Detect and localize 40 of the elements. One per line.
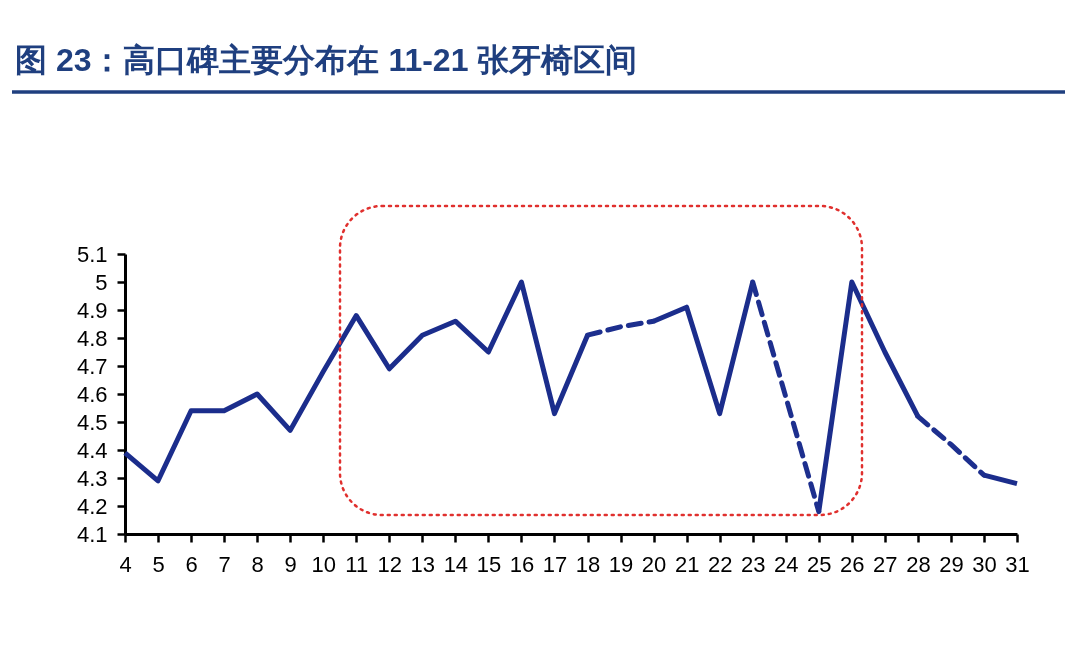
y-tick-label: 4.1 [76,521,108,547]
x-tick-label: 25 [807,551,832,577]
y-tick-label: 4.8 [76,325,108,351]
x-tick-label: 24 [774,551,799,577]
y-tick-label: 4.5 [76,409,108,435]
x-tick-label: 16 [509,551,535,577]
y-tick-label: 5.1 [76,241,108,267]
x-tick-label: 14 [443,551,469,577]
y-tick-label: 4.4 [76,437,108,463]
y-tick-label: 4.2 [76,493,108,519]
x-tick-label: 8 [251,551,264,577]
x-tick-label: 26 [840,551,865,577]
x-tick-label: 6 [185,551,198,577]
x-tick-label: 29 [939,551,964,577]
y-tick-label: 5 [95,269,108,295]
x-tick-label: 21 [674,551,700,577]
x-tick-label: 17 [542,551,568,577]
y-tick-label: 4.9 [76,297,108,323]
y-tick-label: 4.6 [76,381,108,407]
x-tick-label: 5 [152,551,165,577]
x-tick-label: 19 [608,551,634,577]
x-tick-label: 30 [972,551,997,577]
x-tick-label: 10 [311,551,336,577]
x-tick-label: 9 [284,551,297,577]
y-tick-label: 4.3 [76,465,108,491]
x-tick-label: 23 [740,551,766,577]
x-tick-label: 20 [641,551,667,577]
x-tick-label: 22 [707,551,733,577]
x-tick-label: 28 [906,551,931,577]
x-tick-label: 7 [218,551,231,577]
x-tick-label: 12 [377,551,403,577]
x-tick-label: 4 [119,551,132,577]
chart-title: 图 23：高口碑主要分布在 11-21 张牙椅区间 [15,42,638,79]
x-tick-label: 31 [1005,551,1030,577]
x-tick-label: 15 [476,551,502,577]
x-tick-label: 27 [873,551,898,577]
x-tick-label: 11 [345,551,369,577]
x-tick-label: 13 [410,551,436,577]
y-tick-label: 4.7 [76,353,108,379]
x-tick-label: 18 [575,551,601,577]
